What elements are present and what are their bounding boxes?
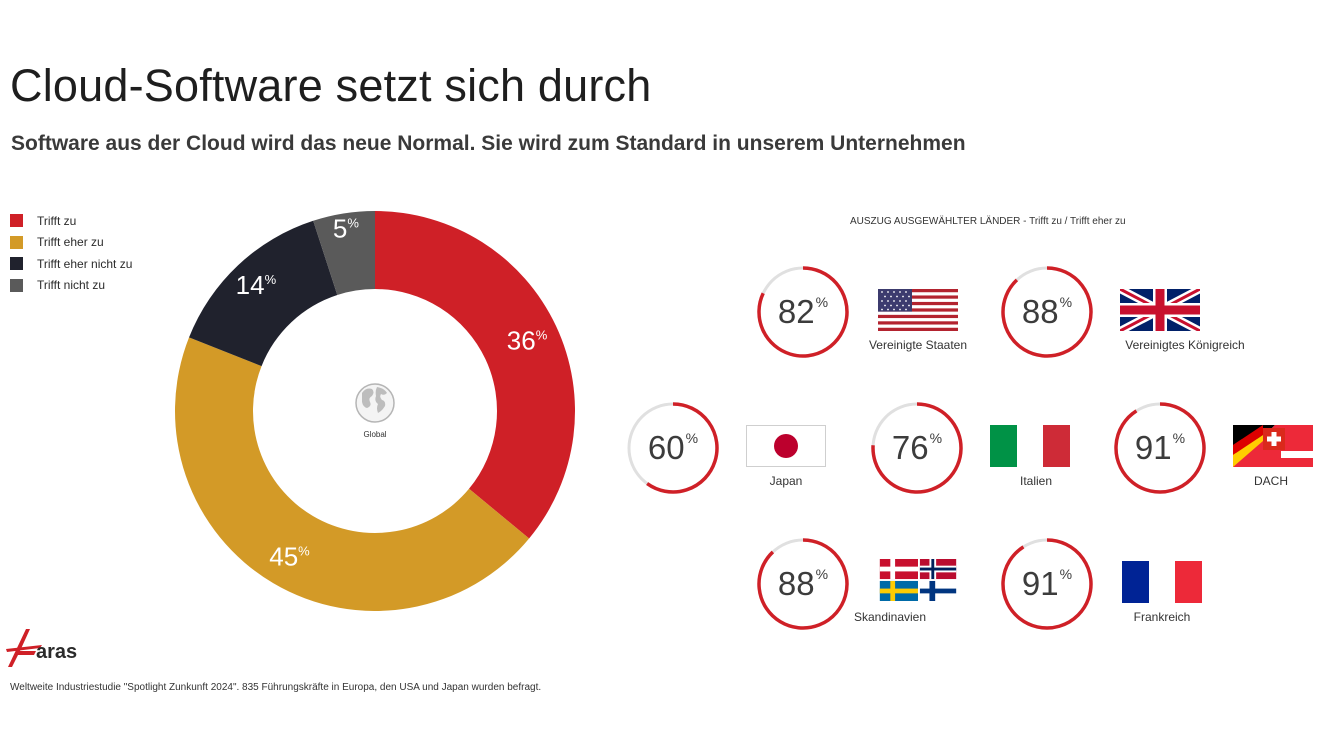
legend-label: Trifft zu — [37, 213, 77, 228]
ring-progress — [646, 402, 719, 494]
country-value: 91% — [1134, 429, 1186, 466]
footnote: Weltweite Industriestudie "Spotlight Zun… — [10, 682, 542, 693]
donut-labels: 36% 45% 14% 5% — [236, 213, 548, 571]
ring-progress — [1001, 538, 1093, 630]
center-label: Global — [363, 430, 386, 439]
donut-value-label: 36% — [507, 325, 548, 355]
legend-label: Trifft eher zu — [37, 235, 104, 250]
aras-logo-swoosh — [6, 645, 42, 652]
ring-progress — [757, 266, 849, 358]
country-name: DACH — [1253, 474, 1288, 488]
aras-logo-mark — [8, 629, 36, 667]
donut-value-label: 5% — [333, 213, 359, 243]
ring-progress — [871, 402, 963, 494]
legend-item: Trifft eher nicht zu — [10, 253, 132, 275]
chart-legend: Trifft zu Trifft eher zu Trifft eher nic… — [10, 210, 132, 296]
aras-logo-text: aras — [36, 641, 77, 663]
country-ring — [757, 538, 849, 630]
ring-progress — [1001, 266, 1093, 358]
country-value: 76% — [891, 429, 943, 466]
legend-swatch — [10, 235, 23, 249]
donut-value-label: 14% — [236, 270, 277, 300]
uk-flag-icon — [1120, 289, 1200, 331]
donut-value-label: 45% — [269, 542, 310, 572]
country-name: Vereinigtes Königreich — [1125, 338, 1245, 352]
country-name: Italien — [1019, 474, 1053, 488]
legend-label: Trifft nicht zu — [37, 278, 106, 293]
france-flag-icon — [1122, 561, 1202, 603]
legend-item: Trifft eher zu — [10, 232, 132, 254]
country-value: 88% — [1021, 293, 1073, 330]
legend-item: Trifft nicht zu — [10, 275, 132, 297]
countries-header: AUSZUG AUSGEWÄHLTER LÄNDER - Trifft zu /… — [850, 216, 1126, 227]
dach-flags-icon — [1233, 425, 1313, 467]
country-value: 88% — [777, 565, 829, 602]
globe-icon — [355, 383, 395, 423]
japan-flag-icon — [746, 425, 826, 467]
ring-progress — [1114, 402, 1206, 494]
aras-logo: aras — [6, 629, 77, 667]
country-ring — [1001, 266, 1093, 358]
country-ring — [757, 266, 849, 358]
country-ring — [627, 402, 719, 494]
country-name: Frankreich — [1133, 610, 1191, 624]
legend-item: Trifft zu — [10, 210, 132, 232]
donut-slices — [175, 211, 575, 611]
country-value: 91% — [1021, 565, 1073, 602]
country-name: Vereinigte Staaten — [868, 338, 968, 352]
page-subtitle: Software aus der Cloud wird das neue Nor… — [11, 132, 966, 155]
legend-swatch — [10, 214, 23, 228]
country-value: 60% — [647, 429, 699, 466]
donut-slice — [189, 220, 338, 367]
us-flag-icon — [878, 289, 958, 331]
country-ring — [1114, 402, 1206, 494]
scandinavia-flags-icon — [879, 559, 957, 601]
country-ring — [871, 402, 963, 494]
legend-label: Trifft eher nicht zu — [37, 256, 133, 271]
donut-chart: 36% 45% 14% 5% Global — [175, 211, 575, 611]
country-ring — [1001, 538, 1093, 630]
donut-slice — [375, 211, 575, 539]
country-name: Skandinavien — [853, 610, 927, 624]
country-name: Japan — [769, 474, 803, 488]
italy-flag-icon — [990, 425, 1070, 467]
legend-swatch — [10, 257, 23, 271]
donut-slice — [313, 211, 375, 295]
country-value: 82% — [777, 293, 829, 330]
page-title: Cloud-Software setzt sich durch — [10, 60, 652, 111]
donut-slice — [175, 337, 530, 611]
ring-progress — [757, 538, 849, 630]
legend-swatch — [10, 278, 23, 292]
